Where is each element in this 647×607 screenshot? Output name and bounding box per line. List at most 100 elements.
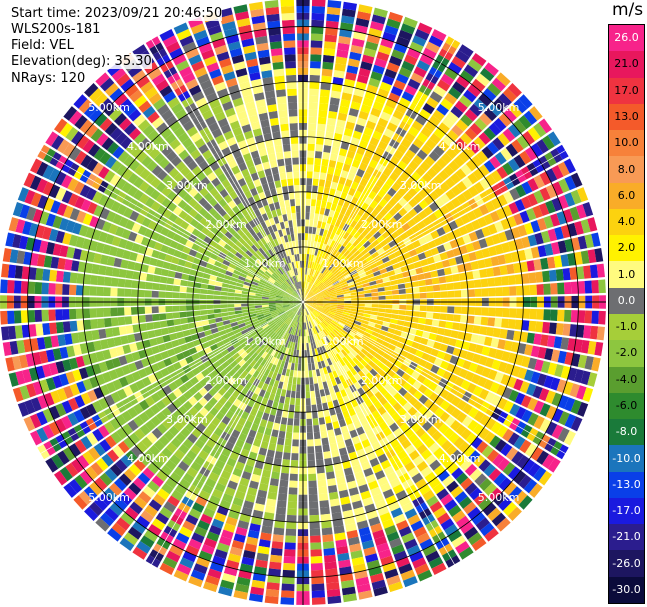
gate	[322, 291, 329, 296]
gate	[234, 310, 243, 315]
gate	[524, 369, 534, 382]
gate	[304, 233, 309, 241]
gate	[129, 89, 143, 103]
gate	[240, 370, 249, 379]
gate	[472, 385, 483, 397]
gate	[123, 155, 135, 168]
gate	[338, 559, 351, 569]
gate	[465, 242, 475, 253]
gate	[591, 310, 599, 325]
gate	[159, 276, 168, 284]
gate	[161, 447, 173, 459]
gate	[55, 360, 66, 374]
gate	[303, 308, 306, 316]
gate	[48, 283, 56, 295]
gate	[283, 295, 290, 299]
gate	[326, 365, 332, 374]
gate	[437, 470, 450, 482]
gate	[166, 348, 176, 357]
gate	[591, 357, 601, 372]
gate	[65, 371, 76, 384]
gate	[316, 340, 322, 348]
gate	[96, 286, 104, 296]
gate	[203, 359, 212, 368]
gate	[175, 243, 185, 252]
gate	[548, 269, 557, 282]
gate	[310, 313, 315, 320]
gate	[388, 197, 398, 207]
gate	[412, 305, 421, 311]
gate	[248, 289, 257, 294]
gate	[475, 73, 490, 87]
gate	[373, 586, 388, 597]
gate	[133, 262, 143, 272]
gate	[310, 542, 322, 550]
gate	[175, 60, 190, 72]
gate	[151, 290, 159, 298]
gate	[263, 204, 271, 213]
gate	[242, 284, 251, 289]
gate	[245, 365, 253, 373]
gate	[131, 351, 141, 362]
gate	[298, 302, 303, 307]
gate	[195, 496, 208, 507]
gate	[327, 595, 342, 604]
gate	[105, 266, 114, 277]
gate	[364, 398, 373, 408]
gate	[371, 579, 386, 590]
gate	[99, 117, 113, 132]
gate	[425, 138, 437, 150]
gate	[76, 210, 87, 223]
gate	[234, 293, 242, 297]
gate	[322, 151, 331, 160]
gate	[42, 165, 55, 180]
gate	[217, 272, 225, 279]
gate	[45, 131, 59, 147]
gate	[269, 436, 278, 445]
gate	[403, 202, 413, 213]
gate	[176, 563, 192, 576]
gate	[144, 407, 156, 419]
gate	[508, 202, 519, 215]
gate	[337, 304, 345, 308]
gate	[297, 302, 303, 307]
gate	[133, 459, 146, 472]
gate	[337, 198, 345, 207]
gate	[216, 340, 225, 348]
gate	[354, 334, 362, 341]
gate	[185, 544, 200, 557]
gate	[212, 332, 221, 339]
gate	[117, 278, 126, 288]
gate	[370, 107, 382, 118]
gate	[391, 309, 400, 315]
gate	[374, 382, 384, 391]
gate	[151, 427, 163, 439]
gate	[308, 480, 317, 488]
gate	[32, 208, 43, 223]
gate	[150, 177, 162, 189]
gate	[315, 144, 324, 152]
gate	[177, 394, 188, 405]
gate	[268, 295, 276, 299]
gate	[183, 390, 193, 400]
gate	[379, 387, 388, 396]
gate	[286, 424, 293, 433]
gate	[135, 341, 145, 351]
gate	[557, 394, 569, 410]
gate	[468, 231, 479, 242]
gate	[458, 225, 469, 236]
gate	[144, 247, 154, 257]
gate	[357, 297, 365, 301]
gate	[252, 234, 260, 242]
gate	[188, 538, 202, 550]
gate	[294, 342, 298, 350]
gate	[190, 132, 202, 143]
gate	[128, 108, 142, 122]
gate	[223, 523, 236, 533]
gate	[426, 425, 438, 437]
gate	[538, 118, 553, 134]
gate	[433, 357, 443, 367]
gate	[323, 295, 331, 299]
gate	[160, 464, 173, 477]
